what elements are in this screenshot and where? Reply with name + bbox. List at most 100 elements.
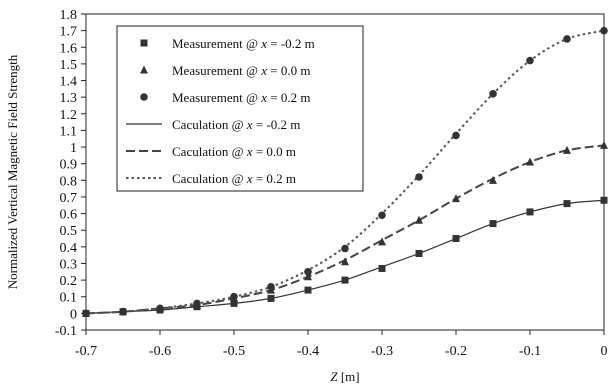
series-points-2: [82, 26, 608, 318]
marker-circle: [267, 282, 275, 291]
marker-circle: [140, 93, 148, 101]
y-tick-label: 1: [70, 141, 77, 156]
legend-label-prefix: Caculation @: [172, 171, 247, 186]
marker-square: [415, 249, 423, 257]
x-axis-title: Z [m]: [330, 369, 359, 384]
y-tick-label: 0: [70, 307, 77, 322]
x-tick-label: -0.6: [149, 344, 171, 359]
marker-circle: [341, 244, 349, 253]
y-tick-label: 0.6: [60, 208, 78, 223]
legend-label-prefix: Caculation @: [172, 144, 247, 159]
legend-label-var: x: [260, 63, 267, 78]
marker-circle: [452, 131, 460, 140]
y-tick-label: 0.7: [60, 191, 78, 206]
marker-circle: [489, 90, 497, 98]
y-tick-label: 0.4: [60, 241, 78, 256]
series-points-0: [82, 196, 608, 317]
marker-circle: [156, 304, 164, 313]
y-tick-label: 1.7: [60, 25, 78, 40]
marker-triangle: [489, 175, 497, 184]
x-tick-label: -0.7: [75, 344, 97, 359]
x-tick-label: -0.1: [519, 344, 541, 359]
marker-triangle: [452, 194, 460, 203]
y-axis-title: Normalized Vertical Magnetic Field Stren…: [5, 54, 20, 289]
x-tick-label: -0.3: [371, 344, 393, 359]
legend-label-prefix: Measurement @: [172, 36, 261, 51]
marker-circle: [230, 292, 238, 301]
x-tick-label: -0.2: [445, 344, 467, 359]
marker-square: [489, 220, 497, 228]
y-tick-label: 0.5: [60, 224, 78, 239]
legend-label-suffix: = 0.0 m: [253, 144, 296, 159]
y-tick-label: 0.8: [60, 174, 78, 189]
marker-circle: [82, 309, 90, 318]
legend-label-suffix: = 0.2 m: [267, 90, 310, 105]
y-tick-label: 1.3: [60, 91, 78, 106]
x-axis-title-var: Z: [330, 369, 338, 384]
marker-square: [452, 235, 460, 243]
marker-triangle: [600, 140, 608, 149]
marker-square: [341, 276, 349, 284]
marker-circle: [119, 307, 127, 316]
y-tick-label: 0.3: [60, 257, 78, 272]
legend-label-var: x: [260, 36, 267, 51]
legend-label-var: x: [246, 171, 253, 186]
x-axis-title-rest: [m]: [338, 369, 360, 384]
y-tick-label: 0.1: [60, 291, 78, 306]
legend-label-suffix: = 0.2 m: [253, 171, 296, 186]
marker-triangle: [415, 215, 423, 224]
marker-triangle: [140, 65, 148, 74]
legend-label-suffix: = -0.2 m: [253, 117, 301, 132]
marker-circle: [563, 35, 571, 43]
y-tick-label: 1.1: [60, 124, 78, 139]
y-tick-label: 1.2: [60, 108, 78, 123]
marker-triangle: [304, 272, 312, 281]
legend-label-prefix: Measurement @: [172, 90, 261, 105]
legend-label: Measurement @ x = 0.2 m: [172, 90, 310, 105]
legend-entry: Caculation @ x = 0.2 m: [126, 171, 296, 186]
x-tick-label: -0.5: [223, 344, 245, 359]
marker-circle: [415, 173, 423, 181]
legend-entry: Measurement @ x = -0.2 m: [140, 36, 315, 51]
legend-entry: Measurement @ x = 0.2 m: [140, 90, 310, 105]
axis-ticks: -0.7 -0.6 -0.5 -0.4 -0.3 -0.2 -0.1 0-0.100.10.2…: [55, 8, 608, 359]
legend-box: [116, 25, 364, 192]
marker-square: [304, 286, 312, 294]
legend-entry: Caculation @ x = 0.0 m: [126, 144, 296, 159]
marker-square: [267, 294, 275, 302]
plot-area: [85, 13, 605, 331]
marker-circle: [526, 56, 534, 65]
marker-square: [563, 200, 571, 208]
legend-label-var: x: [260, 90, 267, 105]
legend-label-suffix: = -0.2 m: [267, 36, 315, 51]
legend-label-prefix: Caculation @: [172, 117, 247, 132]
legend-label: Measurement @ x = -0.2 m: [172, 36, 315, 51]
legend-label: Caculation @ x = -0.2 m: [172, 117, 300, 132]
series-3: [85, 199, 605, 314]
y-tick-label: 0.2: [60, 274, 78, 289]
marker-square: [140, 39, 148, 47]
series-layer: [82, 26, 608, 318]
marker-circle: [193, 299, 201, 308]
marker-circle: [600, 26, 608, 35]
legend-entry: Measurement @ x = 0.0 m: [140, 63, 310, 78]
marker-triangle: [563, 145, 571, 154]
marker-triangle: [526, 157, 534, 166]
marker-square: [526, 208, 534, 216]
series-line: [85, 199, 605, 314]
legend-label-var: x: [246, 117, 253, 132]
y-tick-label: 1.4: [60, 75, 78, 90]
legend-label: Measurement @ x = 0.0 m: [172, 63, 310, 78]
legend-label: Caculation @ x = 0.0 m: [172, 144, 296, 159]
marker-triangle: [378, 237, 386, 246]
marker-circle: [378, 211, 386, 220]
y-tick-label: 1.8: [60, 8, 78, 23]
y-tick-label: 0.9: [60, 158, 78, 173]
y-tick-label: -0.1: [55, 324, 77, 339]
legend-label-suffix: = 0.0 m: [267, 63, 310, 78]
legend-entry: Caculation @ x = -0.2 m: [126, 117, 300, 132]
marker-square: [230, 299, 238, 307]
marker-square: [378, 264, 386, 272]
